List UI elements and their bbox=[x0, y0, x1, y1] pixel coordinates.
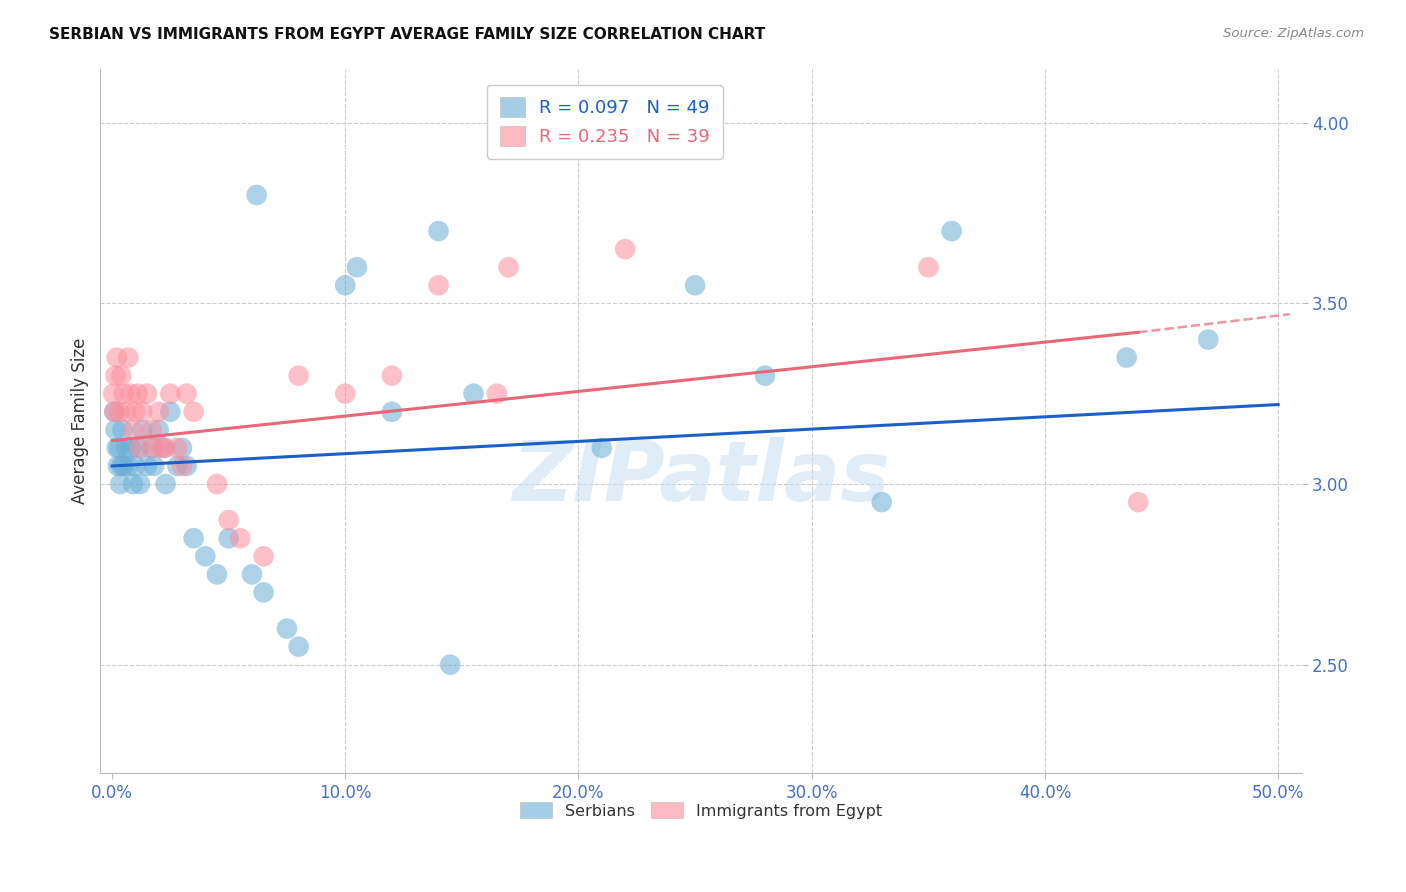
Point bbox=[170, 458, 193, 473]
Point bbox=[176, 386, 198, 401]
Point bbox=[498, 260, 520, 275]
Point bbox=[1115, 351, 1137, 365]
Point bbox=[112, 458, 135, 473]
Point bbox=[287, 368, 309, 383]
Point bbox=[870, 495, 893, 509]
Legend: Serbians, Immigrants from Egypt: Serbians, Immigrants from Egypt bbox=[513, 796, 889, 825]
Point bbox=[614, 242, 637, 256]
Point bbox=[136, 458, 159, 473]
Point bbox=[252, 585, 274, 599]
Point bbox=[120, 386, 142, 401]
Point bbox=[463, 386, 485, 401]
Point bbox=[105, 351, 128, 365]
Point bbox=[127, 441, 149, 455]
Point bbox=[159, 405, 181, 419]
Point bbox=[591, 441, 613, 455]
Point bbox=[104, 423, 127, 437]
Point bbox=[141, 441, 163, 455]
Point bbox=[1197, 333, 1219, 347]
Point bbox=[117, 351, 139, 365]
Point bbox=[1128, 495, 1150, 509]
Point bbox=[124, 458, 146, 473]
Point bbox=[101, 386, 124, 401]
Point bbox=[381, 405, 404, 419]
Point bbox=[176, 458, 198, 473]
Point bbox=[148, 405, 170, 419]
Point bbox=[103, 405, 125, 419]
Point bbox=[683, 278, 706, 293]
Point bbox=[105, 441, 128, 455]
Point bbox=[148, 423, 170, 437]
Point bbox=[166, 441, 188, 455]
Point bbox=[229, 531, 252, 545]
Point bbox=[131, 405, 153, 419]
Point bbox=[117, 458, 139, 473]
Point bbox=[183, 405, 205, 419]
Point bbox=[159, 386, 181, 401]
Point bbox=[205, 567, 228, 582]
Point bbox=[276, 622, 298, 636]
Point bbox=[115, 405, 138, 419]
Point bbox=[427, 278, 450, 293]
Point bbox=[110, 368, 132, 383]
Point bbox=[246, 188, 269, 202]
Point bbox=[107, 458, 129, 473]
Point bbox=[754, 368, 776, 383]
Text: Source: ZipAtlas.com: Source: ZipAtlas.com bbox=[1223, 27, 1364, 40]
Point bbox=[129, 441, 152, 455]
Point bbox=[155, 441, 177, 455]
Point bbox=[131, 423, 153, 437]
Point bbox=[108, 477, 131, 491]
Y-axis label: Average Family Size: Average Family Size bbox=[72, 337, 89, 504]
Point bbox=[166, 458, 188, 473]
Point bbox=[103, 405, 125, 419]
Point bbox=[183, 531, 205, 545]
Point bbox=[112, 386, 135, 401]
Point bbox=[110, 458, 132, 473]
Point bbox=[115, 441, 138, 455]
Point bbox=[941, 224, 963, 238]
Point bbox=[111, 423, 134, 437]
Point bbox=[124, 405, 146, 419]
Text: SERBIAN VS IMMIGRANTS FROM EGYPT AVERAGE FAMILY SIZE CORRELATION CHART: SERBIAN VS IMMIGRANTS FROM EGYPT AVERAGE… bbox=[49, 27, 765, 42]
Point bbox=[194, 549, 217, 564]
Point bbox=[155, 477, 177, 491]
Point bbox=[218, 531, 240, 545]
Point bbox=[240, 567, 263, 582]
Point bbox=[104, 368, 127, 383]
Point bbox=[427, 224, 450, 238]
Point bbox=[335, 278, 357, 293]
Point bbox=[143, 458, 166, 473]
Point bbox=[287, 640, 309, 654]
Point bbox=[150, 441, 173, 455]
Point bbox=[129, 477, 152, 491]
Point bbox=[108, 405, 131, 419]
Point bbox=[346, 260, 368, 275]
Point bbox=[218, 513, 240, 527]
Point bbox=[252, 549, 274, 564]
Point bbox=[152, 441, 174, 455]
Point bbox=[335, 386, 357, 401]
Point bbox=[381, 368, 404, 383]
Point bbox=[170, 441, 193, 455]
Point bbox=[108, 441, 131, 455]
Point bbox=[205, 477, 228, 491]
Point bbox=[485, 386, 508, 401]
Point bbox=[141, 423, 163, 437]
Point bbox=[143, 441, 166, 455]
Point bbox=[122, 423, 145, 437]
Point bbox=[127, 386, 149, 401]
Point bbox=[122, 477, 145, 491]
Text: ZIPatlas: ZIPatlas bbox=[512, 437, 890, 517]
Point bbox=[136, 386, 159, 401]
Point bbox=[917, 260, 939, 275]
Point bbox=[120, 441, 142, 455]
Point bbox=[439, 657, 461, 672]
